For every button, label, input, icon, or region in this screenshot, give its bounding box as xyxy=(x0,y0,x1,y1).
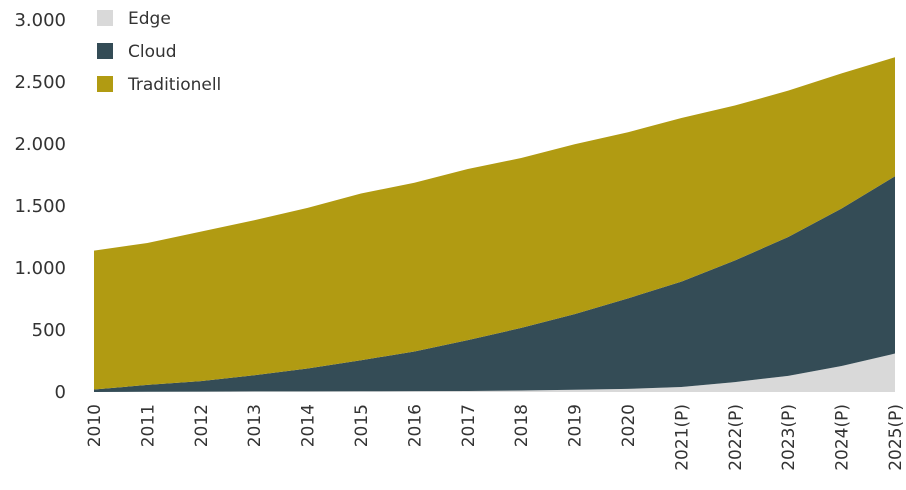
y-axis: 0 500 1.000 1.500 2.000 2.500 3.000 xyxy=(14,10,66,403)
x-tick-label: 2013 xyxy=(245,404,265,447)
legend: Edge Cloud Traditionell xyxy=(97,9,221,95)
x-tick-label: 2014 xyxy=(299,404,319,447)
legend-swatch-traditionell xyxy=(97,76,113,92)
legend-label-edge: Edge xyxy=(128,9,171,29)
x-tick-label: 2010 xyxy=(85,404,105,447)
x-tick-label: 2024(P) xyxy=(833,404,853,471)
area-layer xyxy=(94,57,895,392)
legend-swatch-cloud xyxy=(97,43,113,59)
legend-label-traditionell: Traditionell xyxy=(127,75,221,95)
legend-label-cloud: Cloud xyxy=(128,42,177,62)
y-tick-label: 2.000 xyxy=(14,134,66,155)
x-tick-label: 2021(P) xyxy=(672,404,692,471)
y-tick-label: 500 xyxy=(32,320,66,341)
area-traditionell xyxy=(94,57,895,390)
legend-swatch-edge xyxy=(97,10,113,26)
x-tick-label: 2011 xyxy=(138,404,158,447)
x-tick-label: 2025(P) xyxy=(886,404,906,471)
x-tick-label: 2017 xyxy=(459,404,479,447)
x-tick-label: 2015 xyxy=(352,404,372,447)
area-cloud xyxy=(94,176,895,392)
y-tick-label: 2.500 xyxy=(14,72,66,93)
x-tick-label: 2018 xyxy=(512,404,532,447)
y-tick-label: 0 xyxy=(55,382,66,403)
y-tick-label: 1.000 xyxy=(14,258,66,279)
y-tick-label: 1.500 xyxy=(14,196,66,217)
x-axis: 2010 2011 2012 2013 2014 2015 2016 2017 2018 2019… xyxy=(85,404,906,471)
x-tick-label: 2019 xyxy=(566,404,586,447)
x-tick-label: 2022(P) xyxy=(726,404,746,471)
y-tick-label: 3.000 xyxy=(14,10,66,31)
area-edge xyxy=(94,353,895,392)
x-tick-label: 2023(P) xyxy=(779,404,799,471)
x-tick-label: 2012 xyxy=(192,404,212,447)
x-tick-label: 2020 xyxy=(619,404,639,447)
x-tick-label: 2016 xyxy=(405,404,425,447)
